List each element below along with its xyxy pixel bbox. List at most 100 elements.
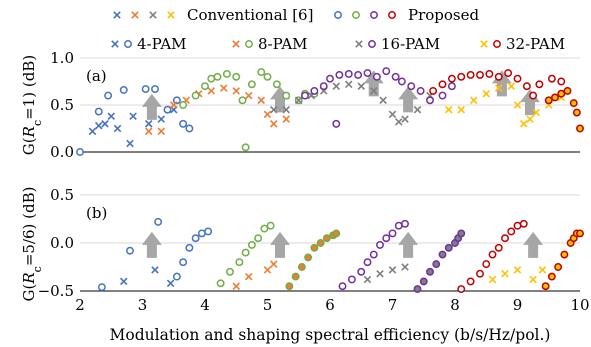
data-point-proposed — [376, 240, 384, 249]
x-tick-label: 8 — [450, 296, 460, 314]
data-point-proposed — [513, 74, 522, 83]
improvement-arrow — [141, 93, 162, 120]
data-point-proposed — [338, 282, 347, 291]
data-point-conventional — [144, 127, 153, 136]
data-point-proposed — [363, 258, 372, 267]
y-tick-label: 0.5 — [50, 96, 74, 114]
y-tick-label: −0.5 — [38, 282, 74, 300]
data-point-conventional — [394, 118, 403, 126]
data-point-proposed-filled — [557, 89, 566, 98]
data-point-proposed — [494, 243, 503, 252]
data-point-proposed — [254, 234, 263, 243]
data-point-conventional — [444, 105, 453, 114]
data-point-proposed — [247, 80, 256, 89]
data-point-proposed-filled — [569, 99, 578, 108]
data-point-conventional — [269, 260, 278, 268]
data-point-conventional — [144, 120, 153, 128]
panel-a-marks — [76, 67, 584, 156]
data-point-conventional — [379, 96, 387, 105]
data-point-conventional — [151, 266, 159, 274]
data-point-proposed-filled — [572, 108, 581, 117]
data-point-proposed — [207, 74, 216, 83]
data-point-proposed-filled — [444, 243, 453, 252]
data-point-proposed — [529, 91, 538, 100]
data-point-proposed-filled — [560, 250, 569, 259]
data-point-proposed — [466, 70, 475, 79]
x-tick-label: 2 — [75, 296, 85, 314]
data-point-proposed-filled — [576, 124, 584, 133]
data-point-proposed-filled — [413, 285, 422, 294]
data-point-proposed — [260, 224, 269, 233]
data-point-proposed — [235, 258, 244, 267]
data-point-proposed — [457, 72, 466, 81]
data-point-conventional — [457, 105, 466, 114]
data-point-proposed — [363, 69, 372, 77]
data-point-proposed — [191, 234, 200, 243]
data-point-proposed-filled — [563, 86, 572, 95]
y-tick-label: 0.5 — [50, 186, 74, 204]
data-point-proposed — [522, 82, 531, 91]
data-point-proposed — [547, 74, 556, 83]
data-point-proposed — [344, 70, 353, 78]
panel-b: −0.5 0.0 0.5 2 3 4 5 6 7 8 9 10 (b) G(Rc=5/6) (dB)… — [20, 186, 590, 344]
data-point-proposed — [241, 248, 250, 257]
data-point-conventional — [94, 121, 103, 130]
legend-series-marker-conventional — [111, 40, 119, 48]
data-point-proposed — [369, 250, 378, 259]
data-point-proposed — [504, 69, 513, 77]
data-point-proposed — [141, 85, 150, 93]
data-point-proposed — [519, 219, 528, 228]
legend-conventional-marker — [167, 11, 175, 19]
legend-series-label-4pam: 4-PAM — [137, 35, 187, 53]
panel-b-grid — [80, 194, 580, 292]
data-point-proposed — [407, 82, 416, 91]
x-tick-label: 4 — [200, 296, 210, 314]
data-point-conventional — [207, 87, 216, 95]
panel-a-y-ticks: 0.0 0.5 1.0 — [50, 49, 74, 161]
legend-series-label-16pam: 16-PAM — [381, 35, 440, 53]
legend-proposed-marker — [352, 11, 360, 19]
data-point-proposed — [241, 143, 250, 152]
data-point-conventional — [529, 275, 537, 284]
data-point-proposed — [354, 70, 363, 79]
data-point-conventional — [376, 269, 384, 278]
data-point-proposed — [347, 275, 356, 284]
data-point-proposed — [485, 70, 494, 78]
panel-b-arrows — [141, 231, 544, 258]
data-point-proposed — [382, 67, 391, 76]
data-point-conventional — [501, 269, 509, 278]
data-point-proposed — [494, 72, 503, 81]
x-tick-label: 7 — [388, 296, 398, 314]
data-point-proposed — [401, 219, 409, 228]
panel-b-label: (b) — [86, 204, 107, 222]
legend-series-label-8pam: 8-PAM — [258, 35, 308, 53]
data-point-proposed — [429, 86, 438, 95]
x-tick-label: 9 — [513, 296, 523, 314]
data-point-proposed — [97, 283, 106, 292]
legend-proposed-label: Proposed — [408, 6, 480, 24]
legend-series-label-32pam: 32-PAM — [506, 35, 565, 53]
data-point-conventional — [538, 266, 547, 274]
data-point-proposed-filled — [332, 229, 341, 238]
data-point-conventional — [532, 108, 541, 117]
data-point-conventional — [263, 110, 272, 119]
data-point-conventional — [344, 80, 353, 89]
legend-series-marker-proposed — [124, 40, 132, 48]
legend-proposed-marker — [388, 11, 396, 19]
data-point-conventional — [263, 266, 272, 274]
legend-row-1 — [113, 11, 396, 19]
data-point-proposed — [488, 250, 497, 259]
data-point-proposed — [263, 72, 272, 81]
data-point-proposed — [197, 229, 206, 238]
data-point-proposed — [201, 82, 209, 91]
legend-series-marker-proposed — [368, 40, 376, 48]
y-tick-label: 1.0 — [50, 49, 74, 67]
legend: Conventional [6] Proposed 4-PAM 8-PAM 16… — [111, 6, 565, 53]
legend-conventional-label: Conventional [6] — [187, 6, 313, 24]
data-point-conventional — [107, 112, 116, 121]
data-point-proposed — [247, 240, 256, 249]
panel-a-grid — [80, 57, 580, 153]
data-point-conventional — [232, 282, 241, 290]
data-point-conventional — [232, 87, 241, 95]
data-point-conventional — [166, 279, 175, 288]
